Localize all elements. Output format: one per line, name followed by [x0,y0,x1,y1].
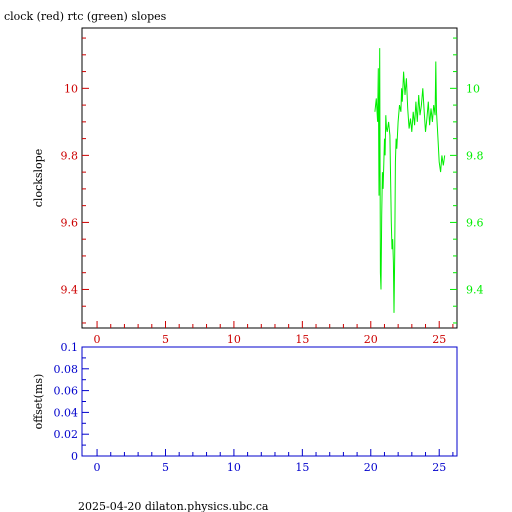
clockslope-panel: 0 5 10 15 20 25 9.4 9.4 9.6 9.6 9.8 9.8 10 10 clocksl… [32,27,484,346]
offset-y-tick-label: 0.1 [61,341,79,354]
offset-y-tick-label: 0.04 [54,406,79,419]
rtc-slope-series-line [374,48,446,313]
clockslope-right-tick-label: 10 [466,82,480,95]
offset-axis-label: offset(ms) [32,374,45,430]
offset-x-tick-label: 25 [432,461,446,474]
clockslope-axis-label: clockslope [32,149,45,207]
offset-plot-frame [81,346,458,457]
chart-title: clock (red) rtc (green) slopes [4,10,167,23]
offset-x-tick-label: 10 [227,461,241,474]
clockslope-plot-frame [81,27,458,329]
clockslope-x-tick-label: 20 [364,333,378,346]
clockslope-right-tick-label: 9.4 [466,283,484,296]
clockslope-x-tick-label: 0 [94,333,101,346]
clockslope-right-tick-label: 9.8 [466,149,484,162]
clockslope-x-tick-label: 15 [295,333,309,346]
offset-x-tick-label: 15 [295,461,309,474]
offset-x-tick-label: 0 [94,461,101,474]
clockslope-x-tick-label: 5 [162,333,169,346]
clockslope-left-tick-label: 10 [64,82,78,95]
clockslope-left-tick-label: 9.8 [61,149,79,162]
offset-x-tick-label: 20 [364,461,378,474]
offset-y-tick-label: 0 [71,450,78,463]
footer-text: 2025-04-20 dilaton.physics.ubc.ca [78,500,269,512]
clockslope-x-tick-label: 10 [227,333,241,346]
offset-x-tick-label: 5 [162,461,169,474]
offset-y-tick-label: 0.06 [54,385,79,398]
clockslope-right-tick-label: 9.6 [466,216,484,229]
offset-y-tick-label: 0.08 [54,363,79,376]
offset-panel: 0 5 10 15 20 25 0 0.02 0.04 0.06 0.08 0.1 offset(ms… [32,341,458,474]
clockslope-left-tick-label: 9.6 [61,216,79,229]
clockslope-x-tick-label: 25 [432,333,446,346]
offset-y-tick-label: 0.02 [54,428,79,441]
clockslope-left-tick-label: 9.4 [61,283,79,296]
